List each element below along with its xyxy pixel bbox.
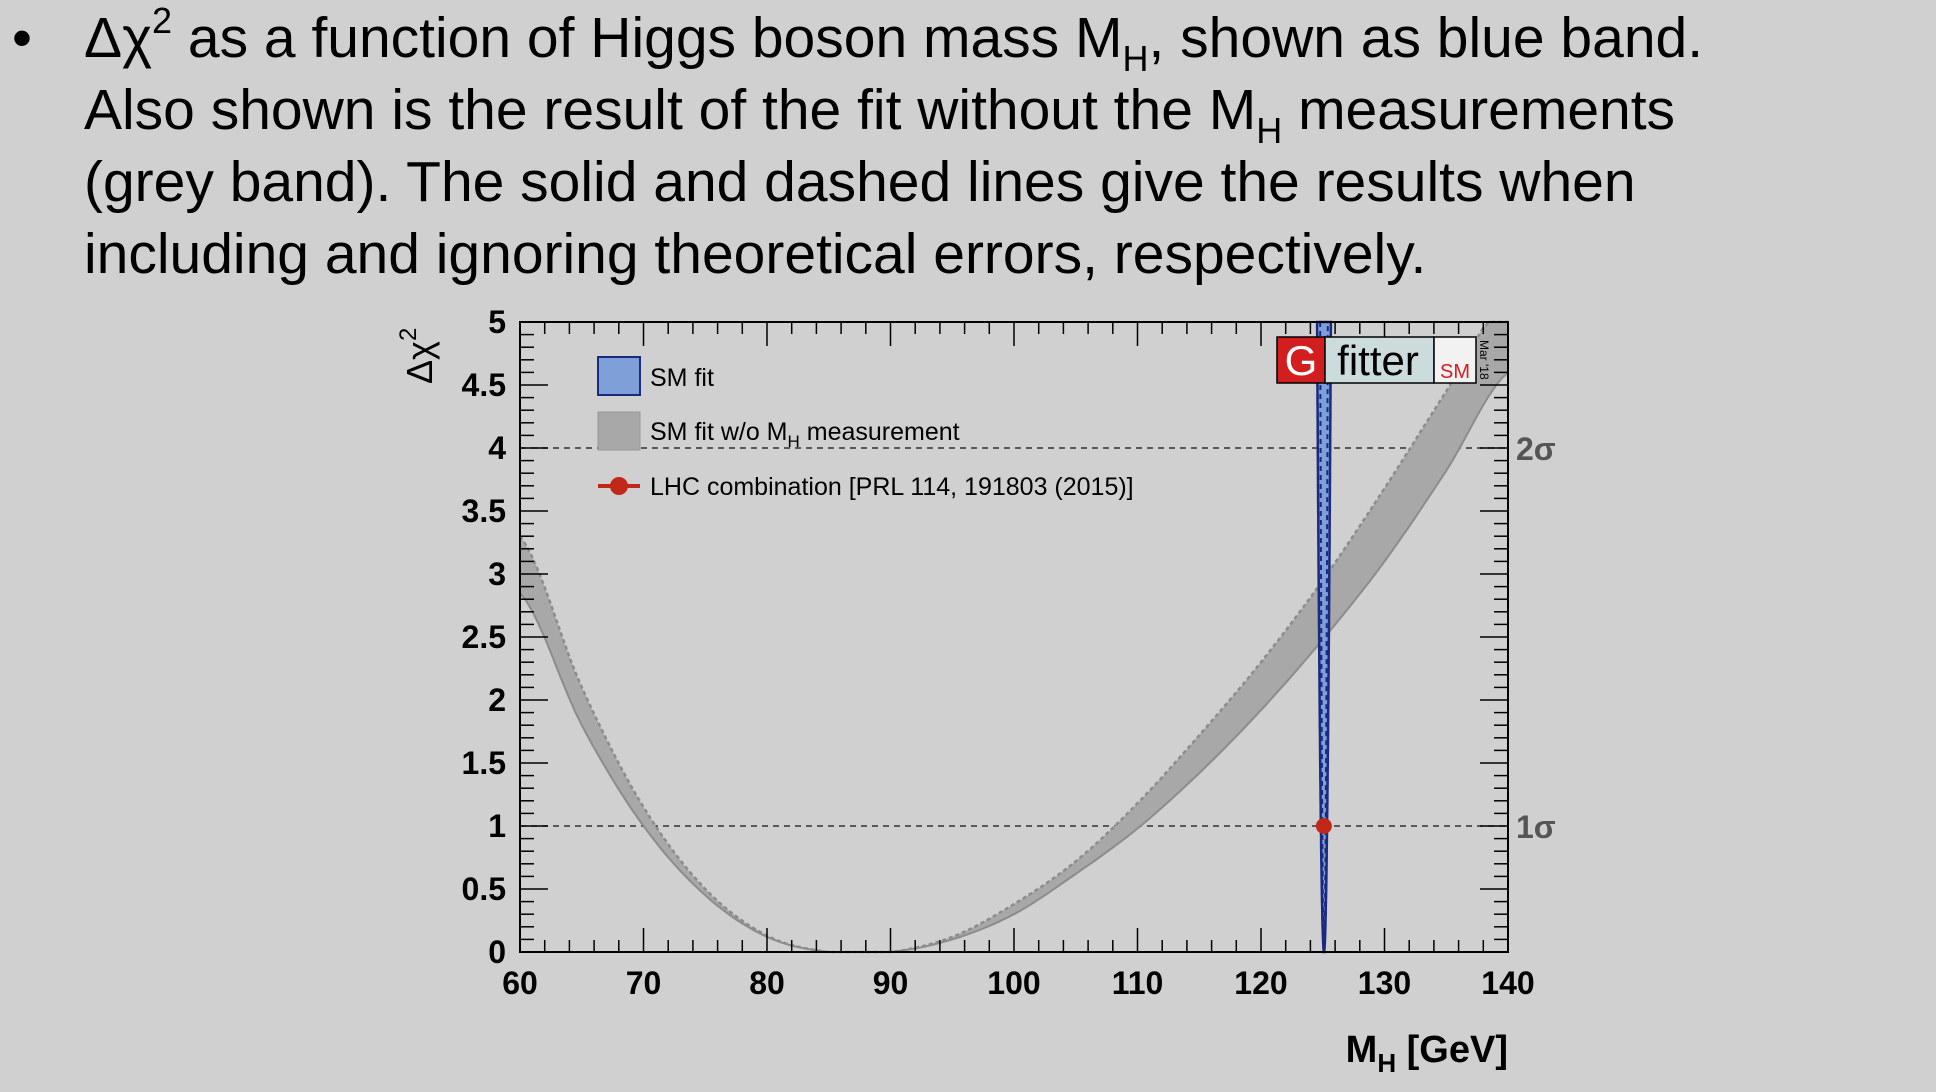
legend-label-sm-fit: SM fit xyxy=(650,364,714,392)
y-axis-label-sup: 2 xyxy=(395,328,422,341)
x-axis-label: MH [GeV] xyxy=(1346,1029,1508,1078)
y-tick-label: 1 xyxy=(488,808,506,844)
x-axis-label-sub: H xyxy=(1377,1048,1396,1078)
subscript-h: H xyxy=(1256,110,1283,151)
legend-swatch-sm-fit xyxy=(597,356,641,396)
subscript-h: H xyxy=(1122,38,1149,79)
y-tick-label: 0.5 xyxy=(462,871,506,907)
bullet-line-2-text: Also shown is the result of the fit with… xyxy=(84,78,1257,142)
sigma-label: 2σ xyxy=(1516,431,1556,467)
legend-marker-lhc xyxy=(610,477,628,495)
y-tick-label: 0 xyxy=(488,934,506,970)
bullet-line-1-text: as a function of Higgs boson mass M xyxy=(172,6,1123,70)
delta-chi-symbol: Δχ xyxy=(84,6,152,70)
gfitter-g-box xyxy=(1276,336,1326,384)
y-axis-label: Δχ2 xyxy=(395,328,440,384)
gfitter-fitter-text: fitter xyxy=(1337,337,1419,384)
y-tick-label: 4 xyxy=(488,430,506,466)
bullet-lines: Δχ2 as a function of Higgs boson mass MH… xyxy=(84,2,1703,290)
x-tick-label: 90 xyxy=(873,965,909,1001)
sm-fit-band xyxy=(1315,320,1333,954)
x-tick-label: 60 xyxy=(502,965,538,1001)
sigma-label: 1σ xyxy=(1516,809,1556,845)
legend-label-grey-b: measurement xyxy=(800,418,960,446)
y-tick-label: 2 xyxy=(488,682,506,718)
bands xyxy=(518,320,1509,954)
bullet-line-3: (grey band). The solid and dashed lines … xyxy=(84,150,1636,214)
legend-label-lhc: LHC combination [PRL 114, 191803 (2015)] xyxy=(650,473,1134,501)
grey-band xyxy=(520,322,1508,952)
x-tick-label: 120 xyxy=(1234,965,1287,1001)
grey-band-solid-line xyxy=(519,371,1509,953)
superscript-2: 2 xyxy=(152,0,173,41)
legend: SM fit SM fit w/o MH measurement LHC combi… xyxy=(597,356,1134,501)
y-axis-ticks: 0 0.5 1 1.5 2 2.5 3 3.5 4 4.5 5 xyxy=(462,304,1508,970)
sigma-lines: 1σ 2σ xyxy=(520,431,1556,845)
y-tick-label: 2.5 xyxy=(462,619,506,655)
x-tick-label: 70 xyxy=(626,965,662,1001)
x-tick-label: 140 xyxy=(1481,965,1534,1001)
x-axis-label-unit: [GeV] xyxy=(1396,1029,1508,1071)
legend-label-grey: SM fit w/o MH measurement xyxy=(650,418,960,451)
x-tick-label: 100 xyxy=(987,965,1040,1001)
x-axis-label-main: M xyxy=(1346,1029,1378,1071)
x-tick-label: 80 xyxy=(749,965,785,1001)
bullet-line-2: Also shown is the result of the fit with… xyxy=(84,74,1703,149)
gfitter-sm-box xyxy=(1433,336,1477,384)
legend-label-grey-a: SM fit w/o M xyxy=(650,418,788,446)
y-tick-label: 5 xyxy=(488,304,506,340)
lhc-point xyxy=(1315,818,1332,834)
legend-swatch-grey xyxy=(597,411,641,451)
legend-label-grey-sub: H xyxy=(788,432,800,451)
bullet-line-1: Δχ2 as a function of Higgs boson mass MH… xyxy=(84,0,1704,77)
y-tick-label: 1.5 xyxy=(462,745,506,781)
bullet-line-4: including and ignoring theoretical error… xyxy=(84,222,1427,286)
gfitter-date: Mar '18 xyxy=(1477,340,1491,380)
gfitter-sm-text: SM xyxy=(1440,361,1470,383)
bullet-point: • xyxy=(12,6,32,70)
grey-band-dashed-line xyxy=(518,320,1508,954)
y-tick-label: 3 xyxy=(488,556,506,592)
y-tick-label: 3.5 xyxy=(462,493,506,529)
axis-labels: MH [GeV]Δχ2 xyxy=(395,328,1508,1078)
x-axis-ticks: 60 70 80 90 100 110 120 130 140 xyxy=(502,322,1535,1001)
y-axis-label-main: Δχ xyxy=(399,341,440,384)
y-tick-label: 4.5 xyxy=(462,367,506,403)
gfitter-g-letter: G xyxy=(1285,337,1318,384)
bullet-line-2-end: measurements xyxy=(1282,78,1676,142)
x-tick-label: 110 xyxy=(1112,965,1164,1001)
bullet-line-1-end: , shown as blue band. xyxy=(1148,6,1704,70)
x-tick-label: 130 xyxy=(1358,965,1411,1001)
